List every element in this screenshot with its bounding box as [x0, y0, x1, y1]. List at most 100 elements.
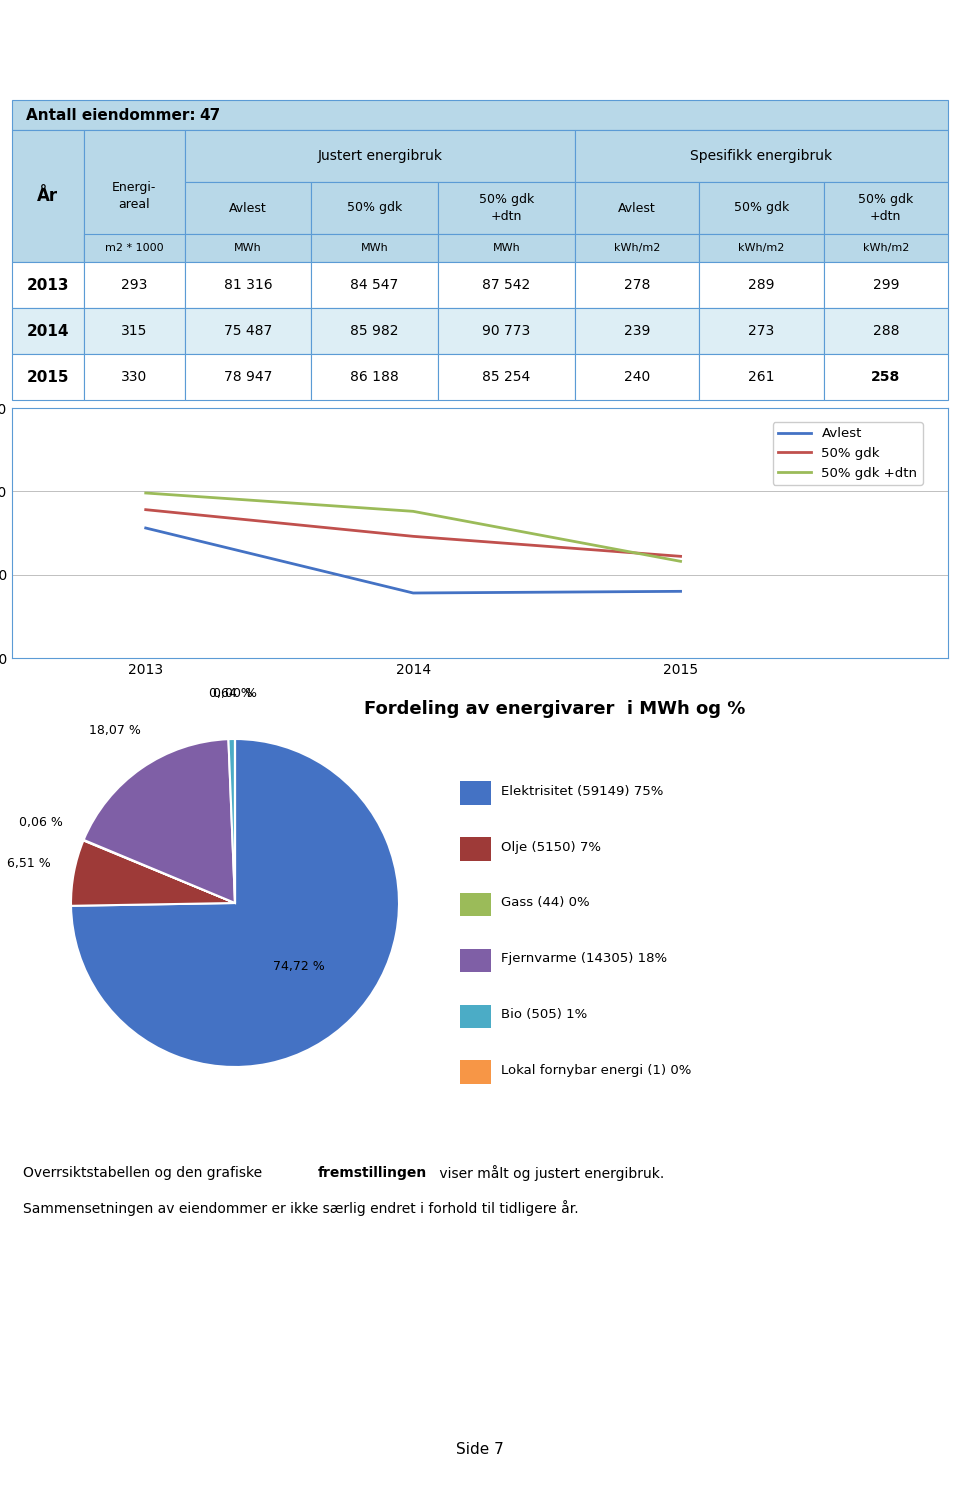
Bar	[185, 182, 311, 235]
50% gdk +dtn	[675, 552, 686, 570]
Text: Overrsiktstabellen og den grafiske: Overrsiktstabellen og den grafiske	[23, 1166, 267, 1180]
Bar	[12, 100, 948, 130]
Text: m2 * 1000: m2 * 1000	[105, 244, 163, 253]
Line: Avlest: Avlest	[146, 528, 681, 594]
Bar	[185, 354, 311, 401]
50% gdk	[675, 547, 686, 565]
Text: 2015: 2015	[27, 369, 69, 384]
Text: 50% gdk: 50% gdk	[733, 202, 789, 214]
Bar	[460, 1005, 492, 1029]
Bar	[460, 949, 492, 972]
Text: Lokal fornybar energi (1) 0%: Lokal fornybar energi (1) 0%	[501, 1064, 691, 1076]
50% gdk	[407, 528, 419, 546]
Text: 85 982: 85 982	[350, 324, 398, 338]
Bar	[824, 262, 948, 308]
Bar	[185, 130, 575, 182]
Bar	[575, 354, 699, 401]
Text: kWh/m2: kWh/m2	[613, 244, 660, 253]
Text: 50% gdk
+dtn: 50% gdk +dtn	[479, 193, 534, 223]
50% gdk	[140, 501, 152, 519]
Bar	[438, 235, 575, 262]
Bar	[699, 182, 824, 235]
Text: Fjernvarme (14305) 18%: Fjernvarme (14305) 18%	[501, 952, 667, 966]
Bar	[824, 182, 948, 235]
Text: MWh: MWh	[361, 244, 389, 253]
Text: Bio (505) 1%: Bio (505) 1%	[501, 1008, 588, 1021]
Text: Side 7: Side 7	[456, 1443, 504, 1458]
Text: 239: 239	[624, 324, 650, 338]
Text: kWh/m2: kWh/m2	[738, 244, 784, 253]
Text: Antall eiendommer:: Antall eiendommer:	[26, 108, 196, 123]
Bar	[311, 182, 438, 235]
Text: Fengsler: Fengsler	[386, 9, 574, 48]
Text: Elektrisitet (59149) 75%: Elektrisitet (59149) 75%	[501, 785, 663, 798]
Text: 278: 278	[624, 278, 650, 292]
Bar	[12, 308, 84, 354]
Text: År: År	[37, 187, 59, 205]
50% gdk +dtn	[407, 502, 419, 520]
Text: viser målt og justert energibruk.: viser målt og justert energibruk.	[435, 1165, 664, 1181]
Avlest	[407, 585, 419, 602]
Text: 315: 315	[121, 324, 148, 338]
Wedge shape	[71, 840, 235, 906]
Text: 2014: 2014	[27, 323, 69, 338]
Bar	[185, 262, 311, 308]
Legend: Avlest, 50% gdk, 50% gdk +dtn: Avlest, 50% gdk, 50% gdk +dtn	[773, 422, 923, 484]
Bar	[824, 235, 948, 262]
Bar	[185, 235, 311, 262]
Text: 299: 299	[873, 278, 900, 292]
Bar	[460, 1060, 492, 1084]
Bar	[575, 262, 699, 308]
Text: 0,64 %: 0,64 %	[209, 686, 252, 700]
Text: 84 547: 84 547	[350, 278, 398, 292]
Bar	[699, 354, 824, 401]
Line: 50% gdk +dtn: 50% gdk +dtn	[146, 493, 681, 561]
Bar	[699, 308, 824, 354]
Text: Olje (5150) 7%: Olje (5150) 7%	[501, 840, 601, 854]
Bar	[438, 182, 575, 235]
Text: 81 316: 81 316	[224, 278, 273, 292]
Text: 50% gdk
+dtn: 50% gdk +dtn	[858, 193, 913, 223]
Bar	[84, 354, 185, 401]
50% gdk +dtn	[140, 484, 152, 502]
Text: 85 254: 85 254	[482, 369, 531, 384]
Bar	[311, 308, 438, 354]
Text: 293: 293	[121, 278, 148, 292]
Text: kWh/m2: kWh/m2	[863, 244, 909, 253]
Bar	[460, 837, 492, 861]
Text: 273: 273	[748, 324, 775, 338]
Bar	[575, 182, 699, 235]
Text: 74,72 %: 74,72 %	[274, 960, 325, 973]
Bar	[824, 354, 948, 401]
Text: 47: 47	[200, 108, 221, 123]
Text: Sammensetningen av eiendommer er ikke særlig endret i forhold til tidligere år.: Sammensetningen av eiendommer er ikke sæ…	[23, 1200, 579, 1217]
Avlest	[675, 583, 686, 601]
Bar	[575, 308, 699, 354]
Text: 86 188: 86 188	[350, 369, 399, 384]
Text: 258: 258	[871, 369, 900, 384]
Text: 240: 240	[624, 369, 650, 384]
Text: 0,06 %: 0,06 %	[19, 816, 63, 830]
Text: 18,07 %: 18,07 %	[89, 724, 141, 737]
Text: 289: 289	[748, 278, 775, 292]
Bar	[438, 354, 575, 401]
Text: 90 773: 90 773	[482, 324, 531, 338]
Bar	[460, 893, 492, 916]
Text: MWh: MWh	[234, 244, 262, 253]
Text: 2013: 2013	[27, 278, 69, 293]
Bar	[12, 262, 84, 308]
Wedge shape	[71, 739, 399, 1067]
Bar	[575, 130, 948, 182]
Bar	[460, 782, 492, 804]
Text: 261: 261	[748, 369, 775, 384]
Bar	[12, 130, 84, 262]
Text: fremstillingen: fremstillingen	[318, 1166, 427, 1180]
Bar	[84, 235, 185, 262]
Bar	[575, 235, 699, 262]
Text: Gass (44) 0%: Gass (44) 0%	[501, 897, 589, 909]
Text: Energibruk og arealer: Energibruk og arealer	[360, 60, 600, 78]
Bar	[84, 308, 185, 354]
Text: 50% gdk: 50% gdk	[347, 202, 402, 214]
Text: Avlest: Avlest	[229, 202, 267, 214]
Text: 87 542: 87 542	[482, 278, 531, 292]
